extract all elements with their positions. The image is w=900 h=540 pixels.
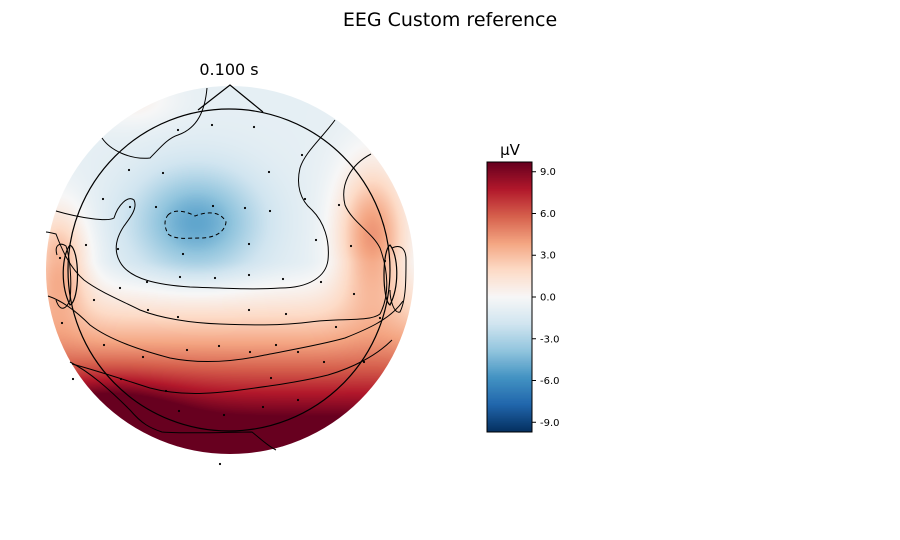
sensor-marker (118, 286, 122, 290)
sensor-marker (210, 123, 214, 127)
colorbar: µV 9.0 6.0 3.0 0.0 -3.0 -6.0 -9.0 (486, 141, 560, 433)
sensor-marker (213, 276, 217, 280)
sensor-marker (128, 205, 132, 209)
sensor-marker (269, 376, 273, 380)
sensor-marker (319, 280, 323, 284)
sensor-marker (247, 242, 251, 246)
sensor-marker (58, 256, 62, 260)
sensor-marker (303, 197, 307, 201)
contour-lower (71, 339, 393, 394)
sensor-marker (161, 171, 165, 175)
contour-negative (164, 210, 227, 239)
sensor-marker (300, 153, 304, 157)
sensor-markers (58, 123, 387, 466)
contour-top-left (101, 87, 208, 159)
sensor-marker (164, 389, 168, 393)
sensor-marker (154, 205, 158, 209)
contour-bottom-left (69, 361, 277, 451)
sensor-marker (211, 204, 215, 208)
sensor-marker (217, 344, 221, 348)
sensor-marker (84, 243, 88, 247)
right-ear (383, 244, 398, 306)
colorbar-tick-label: 3.0 (540, 251, 556, 262)
sensor-marker (362, 360, 366, 364)
sensor-marker (185, 348, 189, 352)
sensor-marker (281, 277, 285, 281)
colorbar-tick-label: -9.0 (540, 418, 560, 429)
sensor-marker (127, 168, 131, 172)
sensor-marker (267, 170, 271, 174)
sensor-marker (243, 206, 247, 210)
sensor-marker (296, 398, 300, 402)
sensor-marker (181, 252, 185, 256)
sensor-marker (177, 409, 181, 413)
sensor-marker (102, 343, 106, 347)
sensor-marker (261, 405, 265, 409)
contour-right-ear (389, 246, 407, 313)
sensor-marker (247, 273, 251, 277)
sensor-marker (92, 298, 96, 302)
topomap (46, 86, 414, 454)
sensor-marker (145, 280, 149, 284)
sensor-marker (274, 343, 278, 347)
topomap-heatmap (46, 86, 414, 454)
sensor-marker (383, 259, 387, 263)
sensor-marker (247, 308, 251, 312)
sensor-marker (268, 209, 272, 213)
sensor-marker (222, 413, 226, 417)
left-ear (62, 244, 79, 306)
sensor-marker (252, 125, 256, 129)
contour-left-ear (55, 243, 72, 309)
contour-upper-right (45, 153, 388, 326)
figure-title: EEG Custom reference (343, 9, 557, 31)
sensor-marker (101, 197, 105, 201)
colorbar-unit-label: µV (500, 141, 521, 159)
sensor-marker (146, 308, 150, 312)
colorbar-ticks: 9.0 6.0 3.0 0.0 -3.0 -6.0 -9.0 (532, 167, 560, 429)
sensor-marker (178, 275, 182, 279)
head-circle (67, 108, 391, 432)
sensor-marker (378, 316, 382, 320)
colorbar-tick-label: 6.0 (540, 209, 556, 220)
colorbar-tick-label: 9.0 (540, 167, 556, 178)
sensor-marker (248, 350, 252, 354)
sensor-marker (352, 292, 356, 296)
colorbar-gradient (487, 162, 532, 432)
sensor-marker (71, 377, 75, 381)
nose (197, 84, 264, 113)
sensor-marker (218, 462, 222, 466)
colorbar-tick-label: -3.0 (540, 334, 560, 345)
colorbar-tick-label: -6.0 (540, 376, 560, 387)
colorbar-tick-label: 0.0 (540, 293, 556, 304)
contour-middle (47, 295, 404, 363)
sensor-marker (296, 350, 300, 354)
sensor-marker (60, 321, 64, 325)
sensor-marker (141, 355, 145, 359)
sensor-marker (284, 312, 288, 316)
sensor-marker (116, 247, 120, 251)
sensor-marker (349, 244, 353, 248)
sensor-marker (322, 360, 326, 364)
contour-lines (45, 87, 407, 451)
sensor-marker (334, 325, 338, 329)
sensor-marker (176, 315, 180, 319)
sensor-marker (119, 377, 123, 381)
sensor-marker (314, 238, 318, 242)
contour-top-right (55, 119, 336, 290)
topomap-title: 0.100 s (199, 60, 258, 79)
sensor-marker (176, 128, 180, 132)
sensor-marker (337, 203, 341, 207)
head-outline (62, 84, 398, 432)
